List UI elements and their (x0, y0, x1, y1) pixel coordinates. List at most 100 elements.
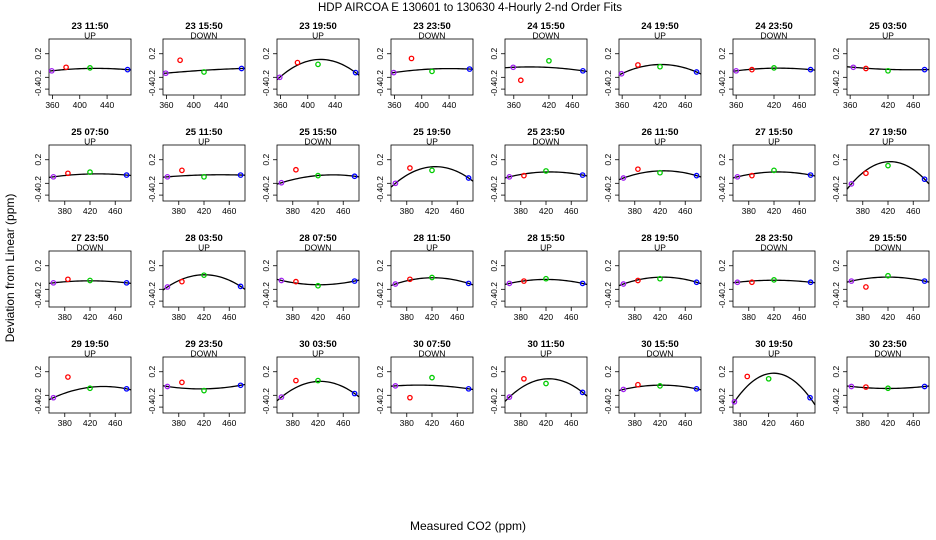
panel-direction: UP (540, 349, 552, 359)
data-point-green (201, 272, 207, 279)
panel-title: 23 15:50 (185, 21, 223, 32)
x-tick-label: 420 (197, 206, 211, 216)
data-point-high (237, 172, 244, 178)
panel-frame (618, 38, 702, 96)
y-tick-label: -0.4 (603, 188, 613, 203)
panel-title: 27 19:50 (869, 127, 907, 138)
data-point-low (390, 69, 397, 76)
data-point-high (352, 69, 359, 76)
fit-curve (504, 278, 588, 286)
fit-curve (162, 274, 246, 291)
data-point-low (506, 394, 513, 400)
x-tick-label: 360 (387, 100, 401, 110)
panel-frame (162, 356, 246, 414)
data-point-low (620, 281, 627, 287)
y-tick-label: 0.2 (147, 154, 157, 166)
y-tick-label: -0.2 (717, 70, 727, 85)
x-tick-label: 460 (450, 418, 464, 428)
panel-title: 25 11:50 (186, 127, 223, 138)
x-tick-label: 360 (273, 100, 287, 110)
data-point-green (429, 167, 435, 174)
data-point-red (65, 276, 71, 283)
panel-title: 30 11:50 (528, 339, 565, 350)
x-tick-label: 440 (100, 100, 114, 110)
fit-curve (48, 280, 132, 284)
x-tick-label: 460 (108, 206, 122, 216)
panel-title: 28 19:50 (641, 233, 679, 244)
y-tick-label: 0.2 (33, 366, 43, 378)
y-tick-label: -0.2 (489, 176, 499, 191)
panel-direction: UP (426, 137, 438, 147)
data-point-red (521, 278, 527, 284)
data-point-red (863, 170, 869, 177)
x-tick-label: 420 (311, 206, 325, 216)
y-tick-label: -0.4 (261, 188, 271, 203)
y-tick-label: -0.4 (147, 400, 157, 415)
x-tick-label: 380 (742, 206, 756, 216)
panel-title: 27 23:50 (71, 233, 109, 244)
x-tick-label: 400 (301, 100, 315, 110)
x-tick-label: 440 (214, 100, 228, 110)
panel-direction: UP (84, 349, 96, 359)
y-tick-label: 0.2 (603, 366, 613, 378)
panel-title: 30 03:50 (299, 339, 337, 350)
x-tick-label: 460 (906, 100, 920, 110)
data-point-green (771, 65, 777, 71)
panel-direction: UP (768, 349, 780, 359)
y-tick-label: -0.2 (831, 282, 841, 297)
y-tick-label: 0.2 (375, 260, 385, 272)
data-point-green (543, 380, 549, 387)
fit-curve (618, 63, 702, 76)
data-point-high (351, 173, 358, 180)
y-tick-label: -0.4 (147, 188, 157, 203)
data-point-high (124, 66, 131, 73)
x-tick-label: 460 (792, 312, 806, 322)
x-tick-label: 460 (336, 312, 350, 322)
data-point-high (807, 279, 814, 286)
x-tick-label: 380 (856, 418, 870, 428)
y-tick-label: -0.4 (603, 294, 613, 309)
data-point-red (521, 375, 527, 382)
data-point-green (657, 383, 663, 389)
x-tick-label: 420 (539, 206, 553, 216)
y-tick-label: -0.4 (375, 82, 385, 97)
data-point-green (543, 168, 549, 174)
x-tick-label: 380 (286, 312, 300, 322)
fit-curve (504, 171, 588, 179)
data-point-red (408, 55, 415, 62)
panel-direction: UP (654, 243, 666, 253)
x-tick-label: 420 (83, 312, 97, 322)
data-point-green (201, 387, 207, 394)
data-point-high (921, 383, 928, 390)
y-tick-label: -0.2 (603, 70, 613, 85)
y-tick-label: -0.4 (489, 294, 499, 309)
panel-direction: DOWN (305, 137, 332, 147)
y-tick-label: 0.2 (717, 366, 727, 378)
data-point-high (693, 385, 700, 392)
data-point-high (238, 65, 245, 72)
panel-direction: DOWN (191, 31, 218, 41)
panel-frame (846, 38, 930, 96)
panel-title: 24 15:50 (527, 21, 565, 32)
panel-title: 30 19:50 (755, 339, 793, 350)
data-point-green (885, 385, 891, 392)
y-tick-label: 0.2 (375, 366, 385, 378)
x-tick-label: 420 (539, 312, 553, 322)
panel-direction: DOWN (761, 31, 788, 41)
x-tick-label: 460 (790, 418, 804, 428)
y-tick-label: 0.2 (831, 154, 841, 166)
panel-direction: DOWN (647, 349, 674, 359)
panel-title: 25 07:50 (71, 127, 109, 138)
x-tick-label: 420 (881, 206, 895, 216)
data-point-green (885, 67, 891, 74)
data-point-low (510, 64, 517, 71)
fit-curve (48, 67, 132, 72)
data-point-high (123, 279, 130, 286)
